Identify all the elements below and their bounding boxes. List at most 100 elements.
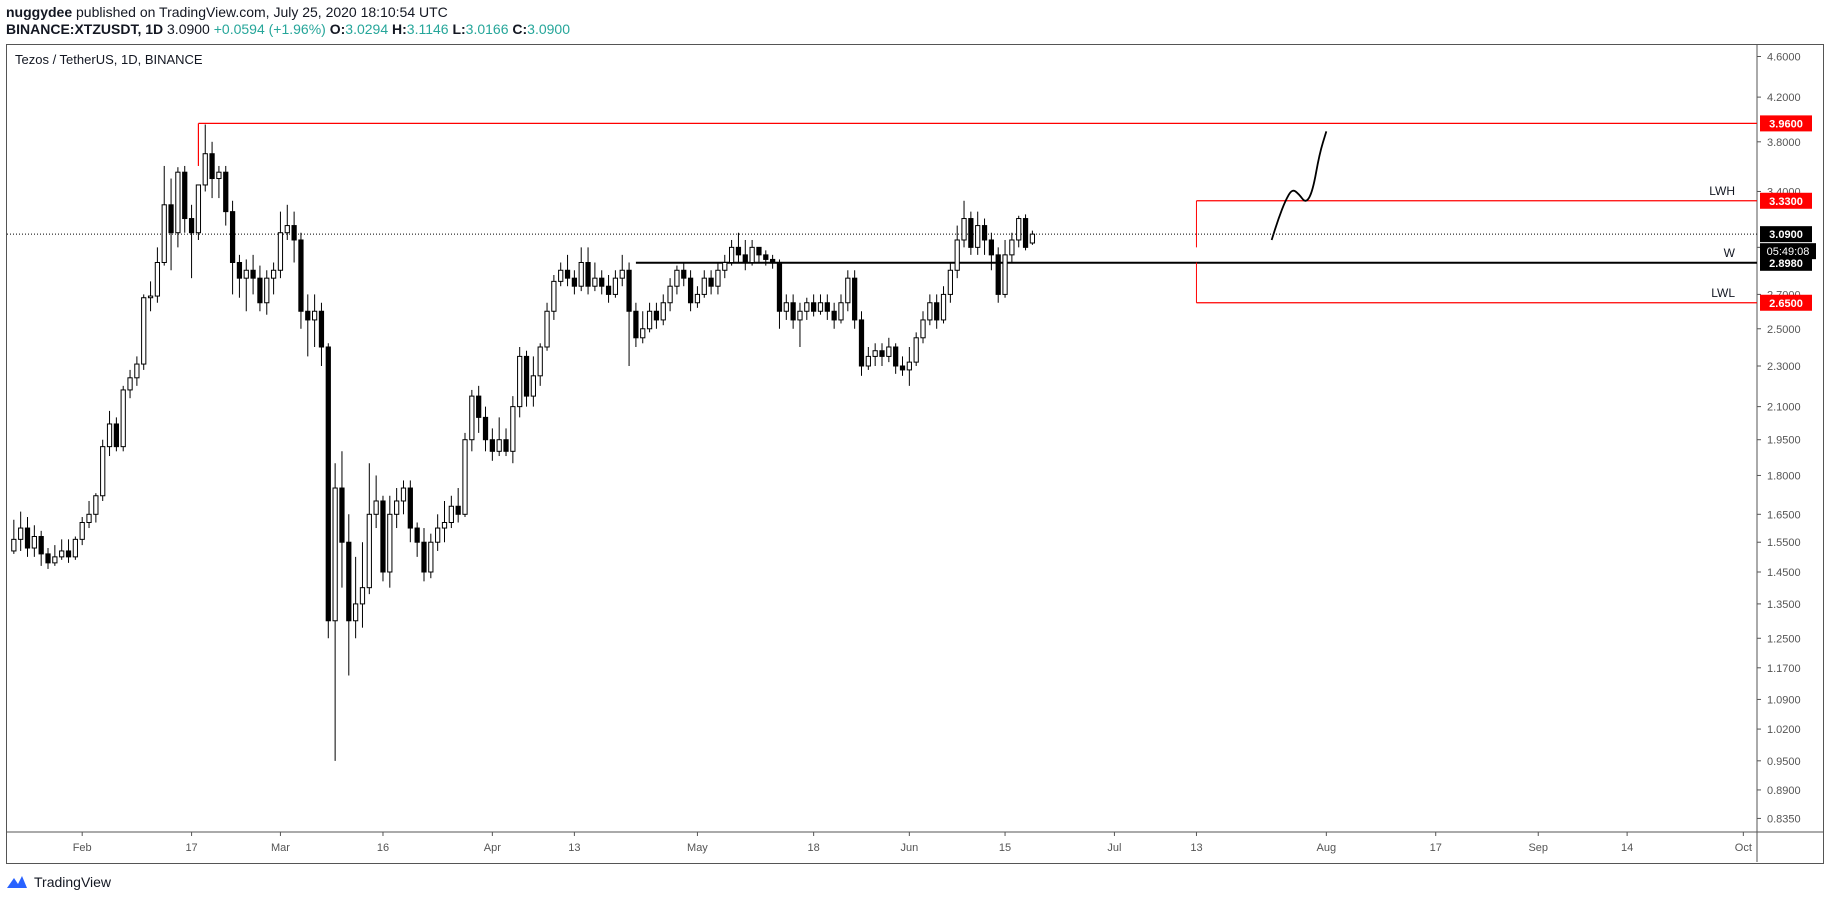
candle-body: [188, 218, 195, 234]
candle-body: [599, 277, 605, 287]
candle-body: [1029, 233, 1036, 244]
candle-body: [229, 211, 236, 263]
y-tick-label: 1.5500: [1767, 537, 1801, 549]
candle-body: [537, 346, 543, 377]
candle-body: [373, 500, 379, 515]
x-tick-label: Feb: [73, 842, 92, 854]
candle-body: [585, 261, 591, 287]
candle-body: [24, 527, 31, 549]
candle-body: [400, 487, 407, 502]
candle-body: [380, 500, 386, 573]
candle-body: [722, 261, 728, 271]
candle-body: [899, 365, 906, 371]
candle-body: [223, 171, 229, 213]
candle-body: [489, 439, 495, 452]
candle-body: [168, 204, 174, 234]
x-tick-label: Apr: [484, 842, 501, 854]
candle-body: [270, 269, 277, 279]
chart-frame[interactable]: [6, 44, 1824, 864]
candle-body: [961, 218, 967, 241]
candle-body: [421, 541, 427, 573]
candle-body: [571, 277, 578, 287]
candle-body: [735, 246, 742, 256]
candle-body: [817, 302, 824, 312]
candle-body: [811, 302, 817, 312]
candle-body: [305, 310, 311, 321]
axis-label-last: 3.0900: [1769, 229, 1803, 241]
candle-body: [476, 395, 482, 418]
candle-body: [366, 513, 372, 589]
y-tick-label: 0.8350: [1767, 813, 1801, 825]
candle-body: [790, 302, 796, 321]
candle-body: [995, 254, 1001, 295]
candle-body: [674, 269, 680, 287]
candle-body: [667, 285, 673, 304]
x-tick-label: Aug: [1317, 842, 1337, 854]
candle-body: [886, 346, 892, 357]
y-tick-label: 1.1700: [1767, 663, 1801, 675]
candle-body: [838, 302, 844, 321]
axis-label-lwl-bg: [1760, 294, 1812, 311]
candle-body: [503, 439, 509, 452]
publisher-name[interactable]: nuggydee: [6, 4, 73, 20]
candle-body: [202, 153, 208, 186]
chart-title: Tezos / TetherUS, 1D, BINANCE: [15, 52, 203, 67]
candle-body: [523, 355, 530, 397]
y-tick-label: 0.9500: [1767, 756, 1801, 768]
candle-body: [182, 171, 188, 220]
candle-body: [18, 527, 24, 540]
candle-body: [770, 258, 776, 263]
level-text-lwl: LWL: [1711, 286, 1735, 300]
candle-body: [626, 269, 632, 312]
x-tick-label: 18: [808, 842, 820, 854]
candle-body: [865, 355, 871, 367]
candle-body: [209, 153, 215, 180]
y-tick-label: 2.1000: [1767, 402, 1801, 414]
candle-body: [940, 293, 947, 321]
candle-body: [455, 505, 461, 515]
candle-body: [100, 446, 106, 497]
candle-body: [93, 495, 99, 515]
close-label: C:: [512, 21, 528, 37]
candle-body: [332, 487, 338, 622]
candle-body: [831, 310, 837, 321]
published-text: published on TradingView.com, July 25, 2…: [76, 4, 448, 20]
axis-label-lwh-bg: [1760, 192, 1812, 209]
price-change: +0.0594 (+1.96%): [213, 21, 326, 37]
x-tick-label: 13: [1190, 842, 1202, 854]
candle-body: [113, 423, 119, 448]
candle-body: [646, 310, 653, 330]
candle-body: [701, 277, 707, 295]
candle-body: [11, 538, 17, 552]
candle-body: [86, 513, 92, 523]
axis-label-last-bg: [1760, 226, 1812, 243]
y-tick-label: 1.4500: [1767, 567, 1801, 579]
y-tick-label: 1.0200: [1767, 724, 1801, 736]
candle-body: [968, 218, 974, 248]
candle-body: [106, 423, 113, 448]
candle-body: [1016, 218, 1022, 241]
candle-body: [79, 521, 85, 540]
level-text-w: W: [1724, 246, 1736, 260]
candle-body: [59, 550, 65, 558]
candle-body: [694, 293, 701, 304]
candle-body: [311, 310, 318, 321]
candle-body: [298, 239, 304, 312]
y-tick-label: 1.9500: [1767, 435, 1801, 447]
candle-body: [824, 302, 830, 312]
candle-body: [318, 310, 325, 348]
candle-body: [428, 541, 434, 573]
y-tick-label: 4.2000: [1767, 92, 1801, 104]
candle-body: [264, 277, 270, 304]
candle-body: [394, 500, 400, 515]
candle-body: [852, 277, 858, 321]
candle-body: [708, 277, 714, 287]
footer-brand[interactable]: TradingView: [6, 872, 111, 892]
candle-body: [291, 225, 297, 241]
candle-body: [435, 527, 441, 543]
candle-body: [715, 269, 721, 287]
candle-body: [236, 261, 243, 279]
candle-body: [414, 527, 420, 543]
candle-body: [407, 487, 413, 529]
